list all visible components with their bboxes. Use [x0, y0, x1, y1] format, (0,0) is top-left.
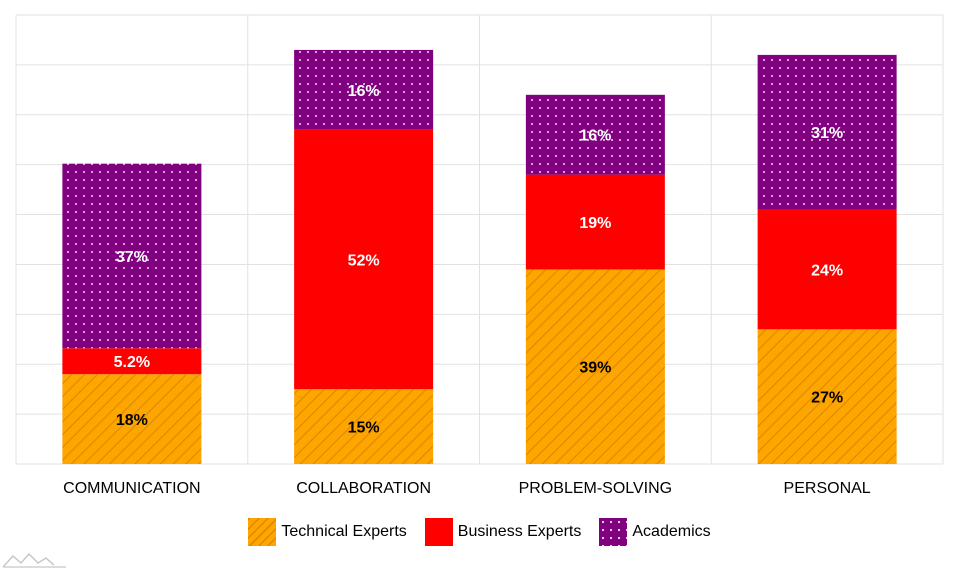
stacked-bar-chart: 18% 5.2% 37% 15% 52% 16% 39% 19% 16% 27% 24% 31% CO… — [15, 14, 944, 497]
legend-swatch-business-experts — [424, 518, 453, 546]
bar-segment-academics[interactable] — [525, 94, 665, 175]
bar-segment-technical-experts[interactable] — [757, 329, 897, 464]
bar-segment-business-experts[interactable] — [525, 174, 665, 270]
bar-segment-business-experts[interactable] — [62, 348, 202, 375]
legend-label-technical-experts: Technical Experts — [281, 523, 407, 540]
data-label-academics: 31% — [811, 125, 843, 142]
x-tick-label: COLLABORATION — [296, 480, 431, 497]
bar-segment-academics[interactable] — [757, 54, 897, 210]
data-label-business-experts: 52% — [348, 252, 380, 269]
bar-segment-technical-experts[interactable] — [62, 374, 202, 464]
data-label-technical-experts: 15% — [348, 420, 380, 437]
chart-logo-icon[interactable] — [2, 548, 68, 570]
data-label-technical-experts: 18% — [116, 412, 148, 429]
legend-item-academics[interactable]: Academics — [599, 518, 711, 546]
data-label-business-experts: 5.2% — [114, 354, 150, 371]
value-labels: 18% 5.2% 37% 15% 52% 16% 39% 19% 16% 27% 24% 31% — [114, 83, 844, 437]
bar-segment-technical-experts[interactable] — [294, 389, 434, 464]
legend-label-academics: Academics — [632, 523, 711, 540]
data-label-technical-experts: 39% — [579, 360, 611, 377]
bar-segment-technical-experts[interactable] — [525, 269, 665, 464]
x-tick-label: COMMUNICATION — [63, 480, 200, 497]
bars — [62, 49, 897, 464]
bar-segment-academics[interactable] — [62, 163, 202, 349]
data-label-technical-experts: 27% — [811, 390, 843, 407]
legend: Technical Experts Business Experts Acade… — [0, 515, 959, 549]
data-label-business-experts: 19% — [579, 215, 611, 232]
data-label-academics: 16% — [579, 128, 611, 145]
bar-segment-business-experts[interactable] — [294, 129, 434, 390]
bar-segment-academics[interactable] — [294, 49, 434, 130]
x-tick-label: PERSONAL — [784, 480, 871, 497]
legend-item-business-experts[interactable]: Business Experts — [424, 518, 582, 546]
legend-swatch-academics — [599, 518, 628, 546]
x-axis: COMMUNICATION COLLABORATION PROBLEM-SOLVIN… — [63, 480, 871, 497]
legend-label-business-experts: Business Experts — [457, 523, 582, 540]
data-label-academics: 37% — [116, 249, 148, 266]
legend-swatch-technical-experts — [248, 518, 277, 546]
x-tick-label: PROBLEM-SOLVING — [519, 480, 673, 497]
bar-segment-business-experts[interactable] — [757, 209, 897, 330]
data-label-business-experts: 24% — [811, 262, 843, 279]
legend-item-technical-experts[interactable]: Technical Experts — [248, 518, 407, 546]
data-label-academics: 16% — [348, 83, 380, 100]
